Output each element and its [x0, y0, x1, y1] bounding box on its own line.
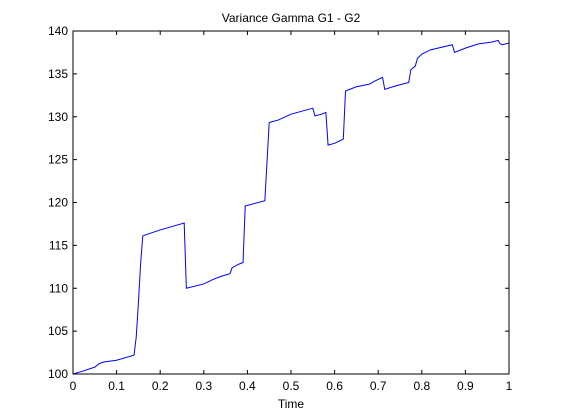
- x-tick-label: 0.6: [326, 379, 343, 393]
- y-tick-label: 125: [48, 153, 68, 167]
- x-tick-label: 0.2: [152, 379, 169, 393]
- x-tick-label: 1: [506, 379, 513, 393]
- y-tick-label: 105: [48, 324, 68, 338]
- y-tick-label: 110: [49, 281, 68, 295]
- x-tick-label: 0.3: [195, 379, 212, 393]
- x-axis-label: Time: [278, 397, 305, 411]
- x-tick-label: 0.5: [283, 379, 300, 393]
- x-tick-label: 0.8: [413, 379, 430, 393]
- x-tick-label: 0.7: [370, 379, 387, 393]
- chart-title: Variance Gamma G1 - G2: [222, 11, 361, 25]
- y-tick-label: 120: [48, 196, 68, 210]
- y-tick-label: 135: [48, 67, 68, 81]
- y-tick-label: 100: [48, 367, 68, 381]
- plot-area: [73, 31, 509, 374]
- x-tick-label: 0: [70, 379, 77, 393]
- series-line: [72, 39, 510, 375]
- x-tick-label: 0.4: [239, 379, 256, 393]
- y-tick-label: 140: [48, 24, 68, 38]
- x-tick-label: 0.1: [108, 379, 125, 393]
- y-tick-label: 115: [49, 238, 68, 252]
- y-tick-label: 130: [48, 110, 68, 124]
- x-tick-label: 0.9: [457, 379, 474, 393]
